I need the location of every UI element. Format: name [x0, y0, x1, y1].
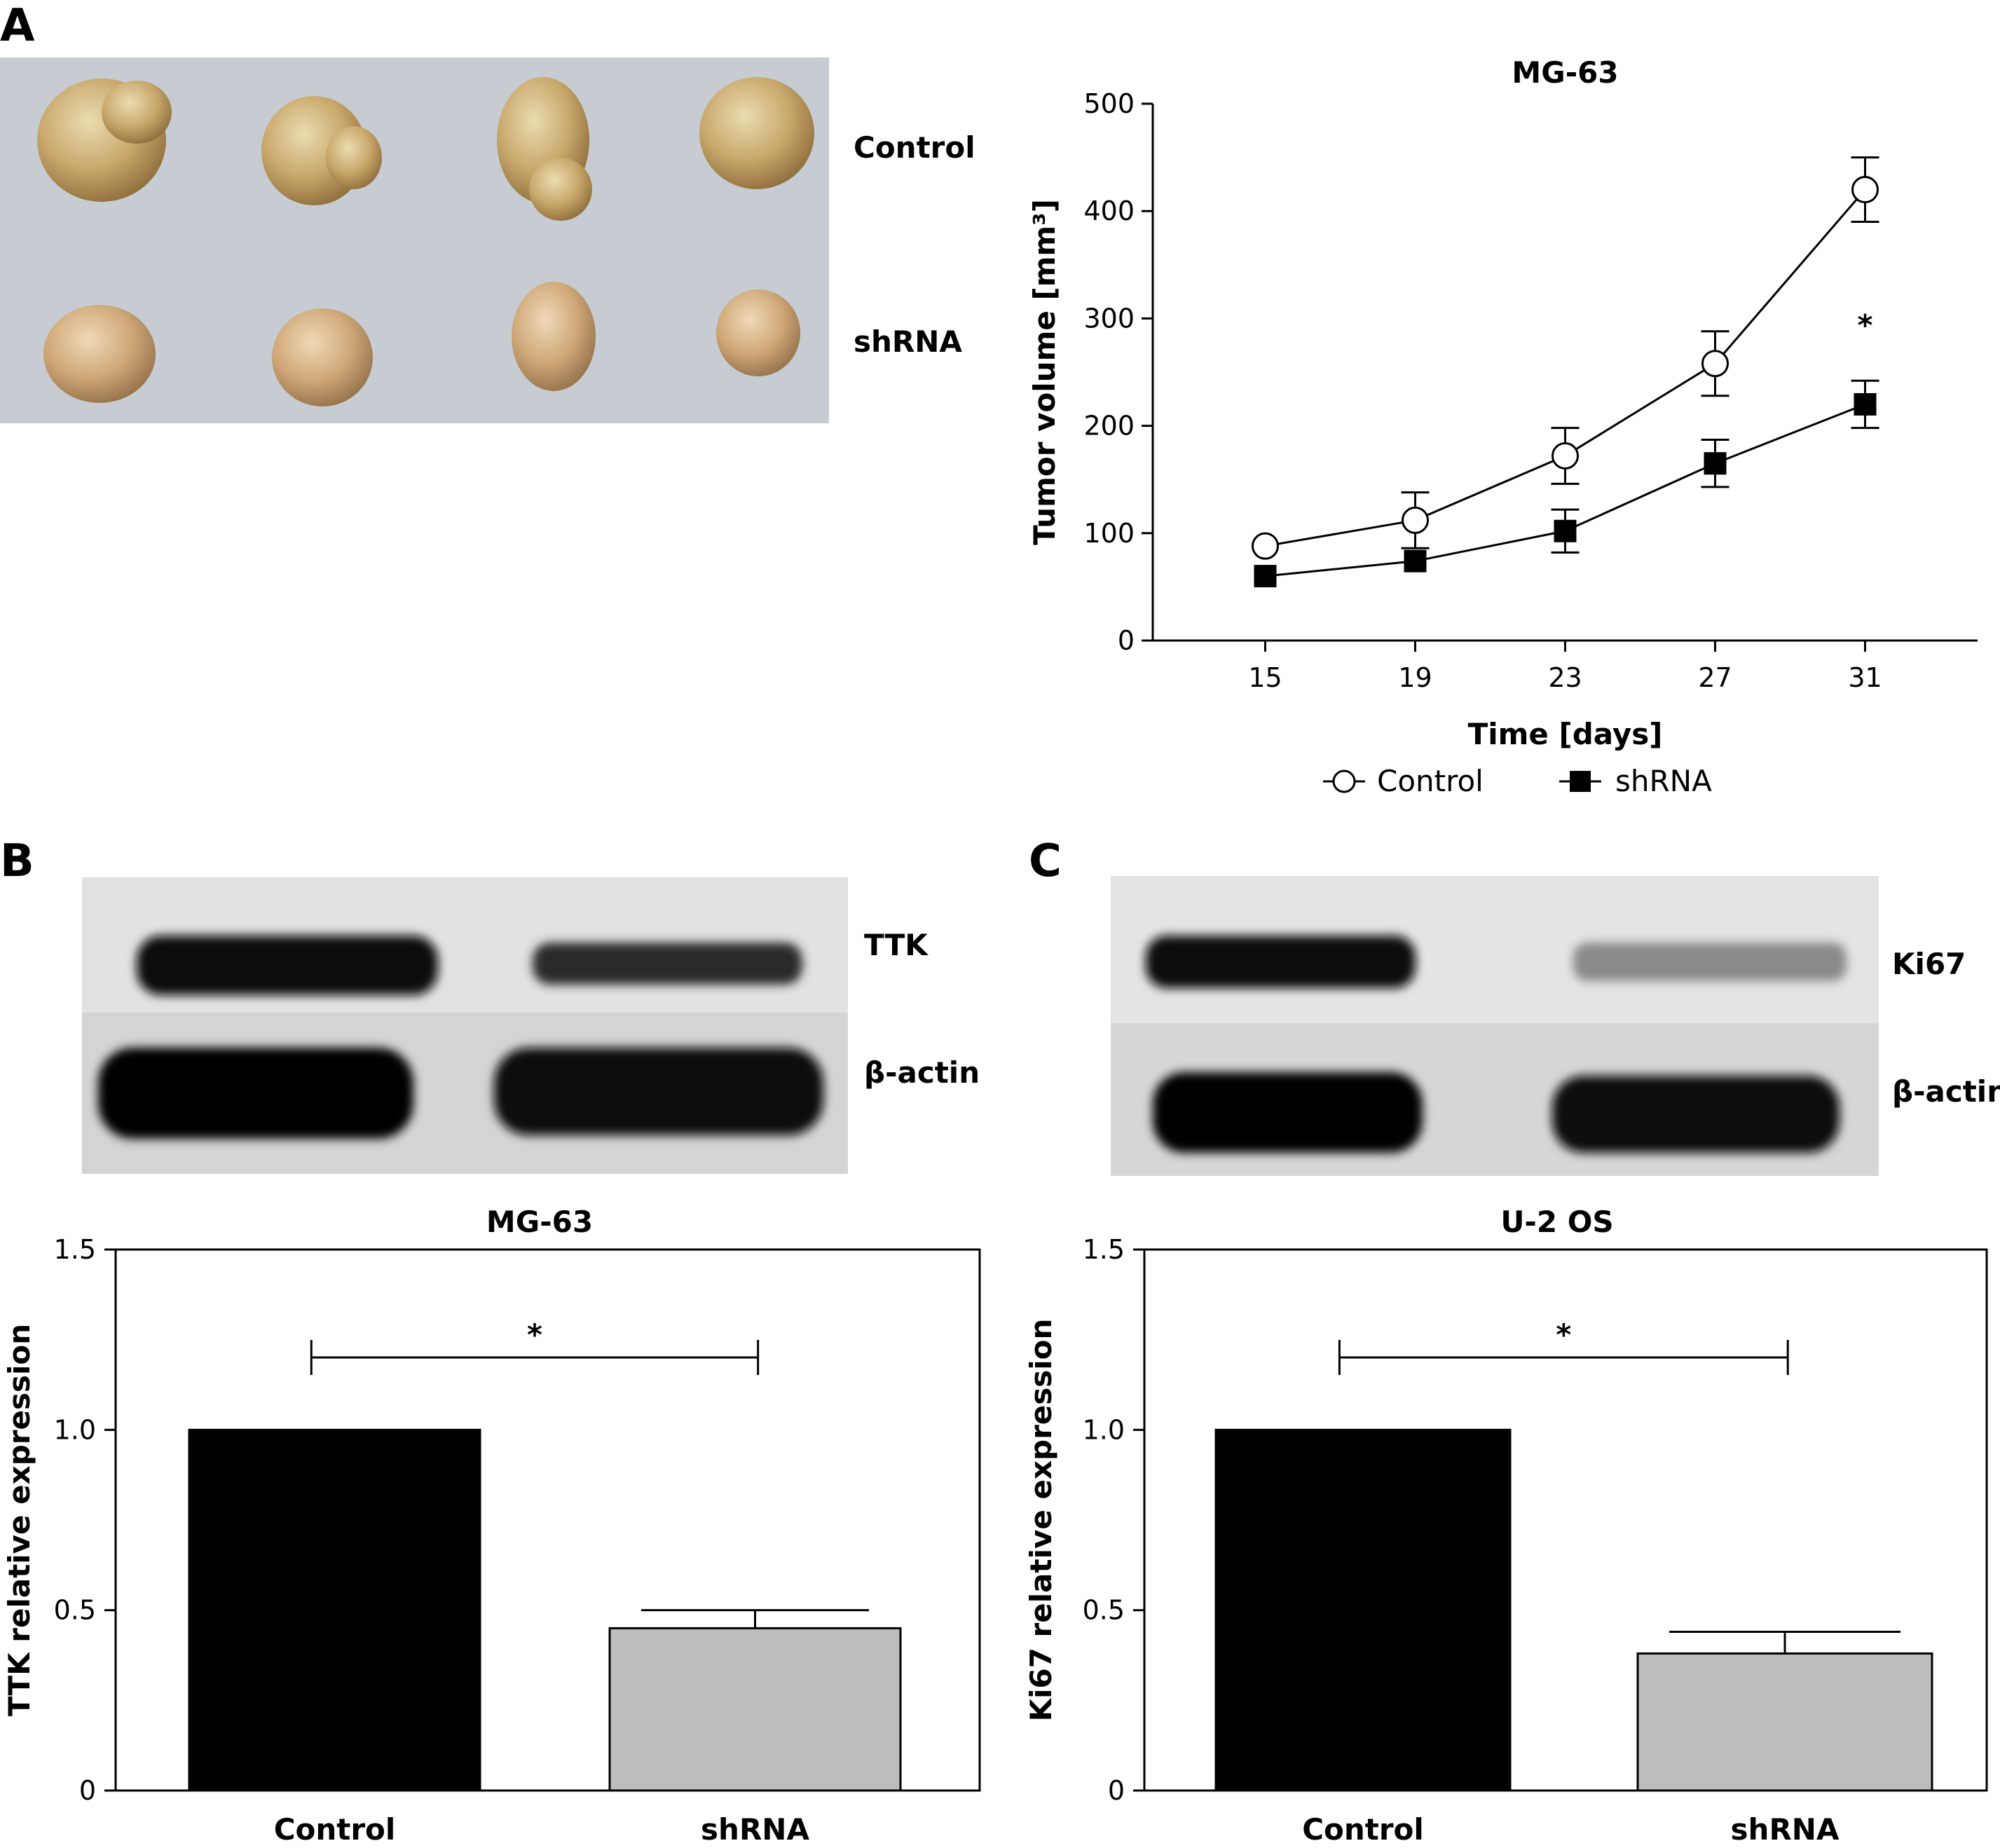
- ttk-plot-frame: [114, 1248, 981, 1792]
- tumor-shrna-1: [43, 305, 156, 403]
- data-point-shrna: [1404, 549, 1427, 573]
- legend-marker-control: [1332, 769, 1356, 793]
- ki67-bar-shrna: [1636, 1652, 1933, 1792]
- ki67-y-tick-label: 1.5: [1083, 1234, 1125, 1265]
- photo-label-shrna: shRNA: [854, 324, 962, 359]
- tumor-control-1: [37, 78, 172, 202]
- ki67-y-axis-title: Ki67 relative expression: [1024, 1319, 1058, 1722]
- legend-label-shrna: shRNA: [1615, 764, 1712, 798]
- data-point-shrna: [1704, 452, 1727, 475]
- actin-band-control-b: [98, 1048, 413, 1139]
- ttk-bar-control: [188, 1428, 481, 1792]
- ki67-y-tick-label: 0: [1108, 1775, 1125, 1806]
- x-tick-label: 31: [1848, 662, 1882, 693]
- x-tick-label: 23: [1548, 662, 1582, 693]
- ttk-chart-title: MG-63: [486, 1205, 593, 1239]
- data-point-control: [1701, 350, 1729, 378]
- ttk-x-label-shrna: shRNA: [701, 1812, 809, 1847]
- ki67-band-shrna: [1573, 943, 1847, 981]
- ki67-chart-title: U-2 OS: [1500, 1205, 1613, 1239]
- ki67-significance-star: *: [1556, 1317, 1571, 1352]
- ttk-y-axis-title: TTK relative expression: [2, 1324, 36, 1716]
- data-point-shrna: [1554, 519, 1577, 542]
- ttk-expression-chart: MG-63 0 0.5 1.0 1.5 TTK relative expression Co…: [2, 1205, 981, 1847]
- ttk-band-control: [137, 936, 438, 995]
- tumor-control-4: [699, 77, 814, 189]
- chart-title: MG-63: [1512, 55, 1618, 90]
- actin-band-control-c: [1153, 1072, 1423, 1153]
- actin-band-shrna-c: [1552, 1076, 1840, 1153]
- series-line-control: [1265, 189, 1866, 547]
- ki67-x-label-shrna: shRNA: [1731, 1812, 1840, 1847]
- tumor-shrna-3: [512, 282, 596, 391]
- ttk-y-tick-label: 1.5: [54, 1234, 96, 1265]
- tumor-control-3: [497, 77, 592, 221]
- legend-label-control: Control: [1377, 764, 1484, 798]
- x-tick-label: 19: [1398, 662, 1432, 693]
- y-tick-label: 200: [1083, 411, 1135, 442]
- ki67-band-control: [1146, 936, 1416, 988]
- panel-c-letter: C: [1029, 835, 1062, 887]
- ttk-bar-shrna: [608, 1627, 902, 1792]
- y-axis-title: Tumor volume [mm³]: [1027, 199, 1062, 545]
- tumor-shrna-2: [272, 308, 373, 406]
- ttk-x-label-control: Control: [274, 1812, 396, 1847]
- tumor-shrna-4: [716, 289, 800, 376]
- panel-b-letter: B: [0, 835, 34, 887]
- x-tick-label: 27: [1698, 662, 1732, 693]
- ki67-x-label-control: Control: [1302, 1812, 1424, 1847]
- blot-label-ttk: TTK: [864, 928, 929, 962]
- y-tick-label: 500: [1083, 88, 1135, 119]
- ki67-western-blot: [1111, 876, 1879, 1176]
- data-point-control: [1552, 442, 1579, 470]
- data-point-control: [1252, 532, 1279, 560]
- y-tick-label: 400: [1083, 196, 1135, 226]
- ttk-band-shrna: [533, 943, 802, 985]
- ttk-y-tick-label: 1.0: [54, 1414, 96, 1445]
- ttk-significance-star: *: [527, 1317, 542, 1352]
- y-tick-label: 100: [1083, 518, 1135, 549]
- blot-label-actin-c: β-actin: [1892, 1074, 2000, 1109]
- blot-label-ki67: Ki67: [1892, 947, 1966, 981]
- data-point-shrna: [1254, 565, 1277, 588]
- ttk-y-tick-label: 0.5: [54, 1595, 96, 1626]
- ki67-y-tick-label: 1.0: [1083, 1414, 1125, 1445]
- ki67-bar-control: [1214, 1428, 1512, 1792]
- tumor-photo: [0, 57, 829, 423]
- tumor-control-2: [261, 96, 382, 205]
- ki67-expression-chart: U-2 OS 0 0.5 1.0 1.5 Ki67 relative expression…: [1024, 1205, 1988, 1847]
- data-point-control: [1402, 506, 1429, 534]
- y-tick-label: 0: [1118, 625, 1135, 656]
- x-tick-label: 15: [1248, 662, 1282, 693]
- panel-a-letter: A: [0, 0, 35, 52]
- photo-label-control: Control: [854, 130, 975, 165]
- legend-marker-shrna: [1570, 771, 1591, 792]
- tumor-growth-chart: MG-63 0 100 200 300 400 500 15 19 23 27 31 Time [day…: [1027, 55, 1978, 798]
- ttk-y-tick-label: 0: [79, 1775, 96, 1806]
- x-axis-title: Time [days]: [1468, 717, 1663, 751]
- significance-star: *: [1858, 308, 1873, 342]
- data-point-shrna: [1854, 392, 1877, 416]
- data-point-control: [1851, 176, 1879, 204]
- blot-label-actin-b: β-actin: [864, 1055, 980, 1090]
- y-tick-label: 300: [1083, 303, 1135, 334]
- ki67-y-tick-label: 0.5: [1083, 1595, 1125, 1626]
- actin-band-shrna-b: [494, 1048, 823, 1135]
- ki67-plot-frame: [1143, 1248, 1988, 1792]
- ttk-western-blot: [82, 877, 848, 1174]
